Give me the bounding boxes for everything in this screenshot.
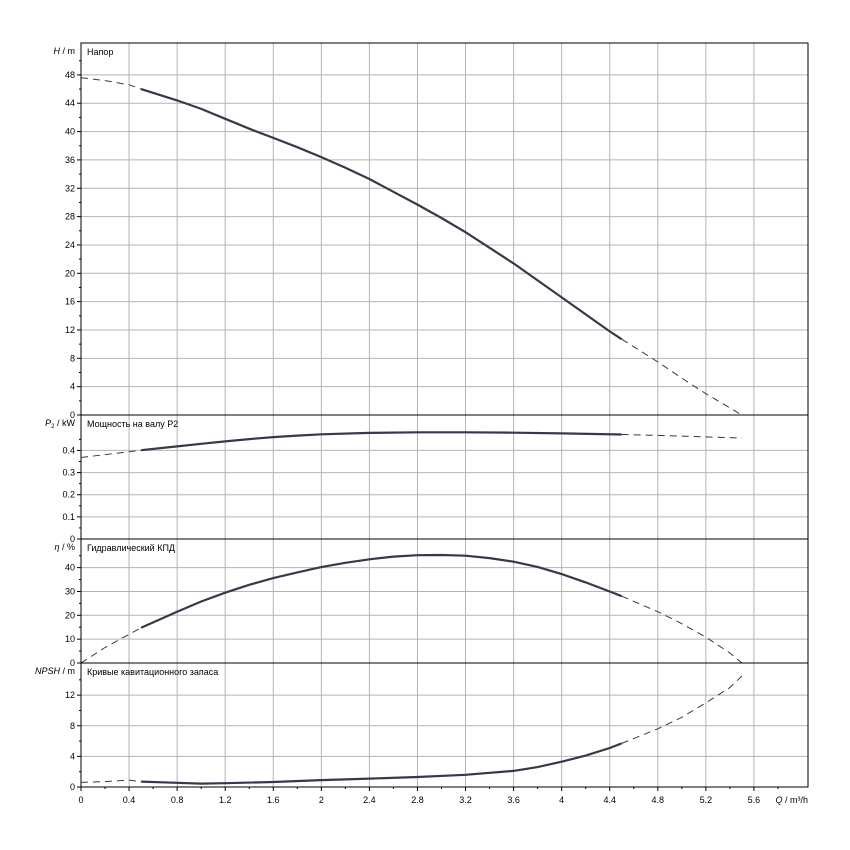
y-tick-label: 0 — [70, 534, 75, 544]
x-tick-label: 4.8 — [652, 795, 665, 805]
panel-title: Кривые кавитационного запаса — [87, 667, 218, 677]
y-tick-label: 32 — [65, 183, 75, 193]
y-tick-label: 24 — [65, 240, 75, 250]
y-tick-label: 28 — [65, 212, 75, 222]
y-tick-label: 12 — [65, 690, 75, 700]
y-tick-label: 0.4 — [62, 445, 75, 455]
curve-extrapolated — [621, 338, 743, 416]
x-tick-label: 4 — [559, 795, 564, 805]
y-axis-label: NPSH / m — [35, 666, 75, 676]
x-tick-label: 0.4 — [123, 795, 136, 805]
panel-frame — [80, 662, 809, 788]
curve-extrapolated — [621, 595, 743, 664]
y-tick-label: 40 — [65, 127, 75, 137]
curve-extrapolated — [621, 675, 743, 744]
y-tick-label: 0 — [70, 658, 75, 668]
y-tick-label: 4 — [70, 751, 75, 761]
y-tick-label: 10 — [65, 634, 75, 644]
y-tick-label: 20 — [65, 610, 75, 620]
x-tick-label: 0.8 — [171, 795, 184, 805]
panel-frame — [80, 538, 809, 664]
curve-extrapolated — [80, 627, 142, 664]
y-axis-label: H / m — [54, 46, 76, 56]
panel-title: Мощность на валу P2 — [87, 419, 178, 429]
y-axis-label: P2 / kW — [45, 418, 75, 430]
curve-operating — [140, 553, 623, 629]
panel-title: Гидравлический КПД — [87, 543, 175, 553]
x-tick-label: 4.4 — [603, 795, 616, 805]
curve-operating — [140, 431, 622, 452]
panel-frame — [80, 414, 809, 540]
y-tick-label: 0.2 — [62, 490, 75, 500]
curve-extrapolated — [80, 779, 142, 783]
y-tick-label: 0.1 — [62, 512, 75, 522]
panel-frame — [80, 42, 809, 416]
x-tick-label: 2.8 — [411, 795, 424, 805]
curve-extrapolated — [80, 77, 142, 90]
x-tick-label: 1.6 — [267, 795, 280, 805]
x-tick-label: 5.6 — [748, 795, 761, 805]
curve-operating — [140, 88, 623, 341]
x-tick-label: 2 — [319, 795, 324, 805]
curve-extrapolated — [80, 449, 142, 458]
y-axis-label: η / % — [54, 542, 75, 552]
y-tick-label: 0 — [70, 410, 75, 420]
y-tick-label: 4 — [70, 382, 75, 392]
y-tick-label: 36 — [65, 155, 75, 165]
y-tick-label: 48 — [65, 70, 75, 80]
x-tick-label: 2.4 — [363, 795, 376, 805]
y-tick-label: 0.3 — [62, 468, 75, 478]
x-tick-label: 5.2 — [700, 795, 713, 805]
x-tick-label: 0 — [78, 795, 83, 805]
x-tick-label: 3.6 — [507, 795, 520, 805]
panel-title: Напор — [87, 47, 113, 57]
y-tick-label: 8 — [70, 353, 75, 363]
x-tick-label: 3.2 — [459, 795, 472, 805]
y-tick-label: 30 — [65, 586, 75, 596]
y-tick-label: 12 — [65, 325, 75, 335]
x-tick-label: 1.2 — [219, 795, 232, 805]
curve-operating — [141, 742, 623, 785]
y-tick-label: 44 — [65, 98, 75, 108]
y-tick-label: 16 — [65, 297, 75, 307]
x-axis-label: Q / m³/h — [775, 795, 808, 805]
y-tick-label: 20 — [65, 268, 75, 278]
y-tick-label: 40 — [65, 563, 75, 573]
curve-extrapolated — [621, 434, 742, 439]
y-tick-label: 0 — [70, 782, 75, 792]
y-tick-label: 8 — [70, 721, 75, 731]
